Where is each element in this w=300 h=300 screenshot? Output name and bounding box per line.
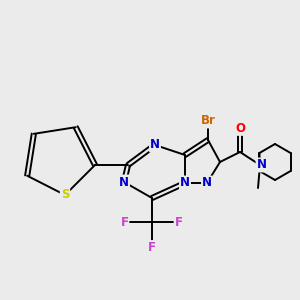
Text: N: N: [150, 139, 160, 152]
Text: S: S: [61, 188, 69, 202]
Text: F: F: [148, 241, 156, 254]
Text: N: N: [180, 176, 190, 190]
Text: N: N: [119, 176, 129, 188]
Text: F: F: [175, 215, 183, 229]
Text: O: O: [235, 122, 245, 135]
Text: F: F: [120, 215, 128, 229]
Text: N: N: [256, 158, 266, 172]
Text: N: N: [202, 176, 212, 190]
Text: Br: Br: [201, 115, 215, 128]
